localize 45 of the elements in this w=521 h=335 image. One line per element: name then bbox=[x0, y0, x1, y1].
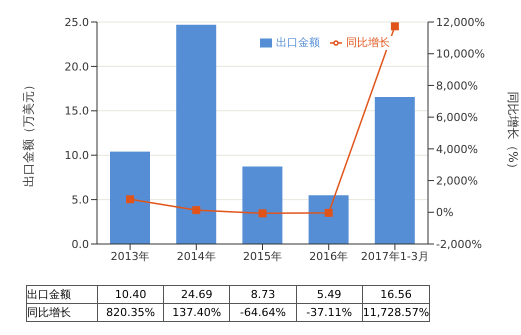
y-tick-label: 5.0 bbox=[72, 194, 89, 207]
y2-tick-label: 4,000% bbox=[436, 142, 478, 156]
y2-tick-label: 2,000% bbox=[436, 174, 478, 188]
bar bbox=[308, 195, 349, 244]
y2-tick-label: 6,000% bbox=[436, 111, 478, 124]
data-label: 10.40 bbox=[98, 286, 164, 304]
point bbox=[126, 195, 134, 204]
data-label: -37.11% bbox=[296, 304, 362, 322]
y2-tick-label: 12,000% bbox=[436, 16, 485, 29]
x-tick-label: 2014年 bbox=[176, 250, 216, 263]
legend-label: 出口金额 bbox=[276, 36, 320, 49]
data-label: 24.69 bbox=[164, 286, 230, 304]
y-tick-label: 20.0 bbox=[64, 60, 89, 74]
y2-axis-title: 同比增长（%） bbox=[506, 91, 520, 175]
bar bbox=[374, 96, 415, 244]
text: 同比增长 bbox=[27, 306, 71, 319]
x-tick-label: 2017年1-3月 bbox=[360, 250, 429, 263]
point bbox=[324, 208, 333, 217]
data-label: 8.73 bbox=[230, 286, 296, 304]
y2-tick-label: 10,000% bbox=[436, 48, 485, 61]
y-tick-label: 0.0 bbox=[72, 238, 89, 251]
data-label: -64.64% bbox=[230, 304, 296, 322]
data-label: 137.40% bbox=[164, 304, 230, 322]
x-tick-label: 2016年 bbox=[309, 250, 348, 263]
data-label: 5.49 bbox=[296, 286, 362, 304]
text: 出口金额 bbox=[27, 288, 71, 301]
bar bbox=[110, 152, 150, 244]
legend-label: 同比增长 bbox=[346, 36, 390, 49]
y-axis-title: 出口金额（万美元） bbox=[21, 79, 36, 187]
bar bbox=[242, 166, 282, 244]
point bbox=[390, 22, 399, 30]
point bbox=[192, 206, 200, 214]
point bbox=[258, 209, 266, 218]
y-tick-label: 10.0 bbox=[64, 149, 89, 162]
y-tick-label: 25.0 bbox=[64, 16, 89, 29]
y2-tick-label: 8,000% bbox=[436, 79, 478, 92]
bar bbox=[176, 24, 216, 244]
data-label: 16.56 bbox=[362, 286, 430, 304]
x-tick-label: 2015年 bbox=[243, 250, 282, 263]
x-tick-label: 2013年 bbox=[110, 250, 150, 263]
data-label: 820.35% bbox=[98, 304, 164, 322]
data-label: 11,728.57% bbox=[362, 304, 430, 322]
y2-tick-label: -2,000% bbox=[436, 238, 482, 251]
y-tick-label: 15.0 bbox=[64, 104, 89, 118]
y2-tick-label: 0% bbox=[436, 206, 454, 220]
